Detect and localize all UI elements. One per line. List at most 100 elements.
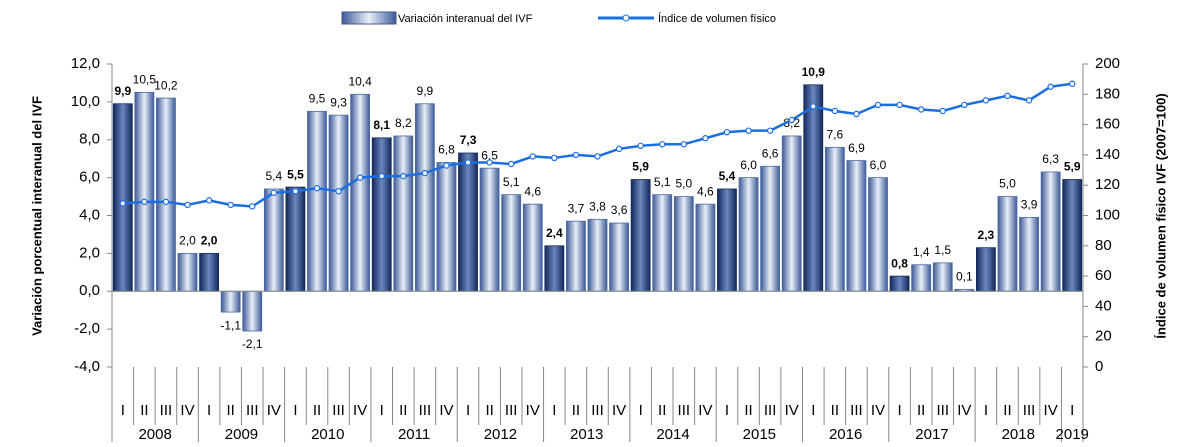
data-label: -1,1: [220, 318, 241, 332]
x-tick-label: III: [332, 402, 345, 419]
index-marker: [421, 169, 429, 177]
year-label: 2013: [570, 426, 603, 442]
bar: [134, 92, 155, 292]
year-label: 2014: [656, 426, 689, 442]
y2-axis-title: Índice de volumen físico IVF (2007=100): [1153, 93, 1168, 338]
index-marker: [745, 127, 752, 134]
y-tick-label: 12,0: [71, 55, 100, 72]
x-tick-label: III: [246, 402, 259, 419]
x-tick-label: III: [505, 402, 518, 419]
x-tick-label: II: [744, 402, 752, 419]
index-marker: [205, 197, 213, 204]
index-marker: [723, 128, 731, 136]
bar: [414, 103, 435, 292]
bar: [263, 188, 284, 292]
index-marker: [356, 174, 364, 181]
y2-tick-label: 100: [1095, 206, 1120, 223]
index-marker: [270, 189, 278, 196]
bar: [695, 203, 716, 292]
x-tick-label: III: [160, 402, 173, 419]
y2-tick-label: 120: [1095, 176, 1120, 193]
bar: [609, 222, 629, 292]
data-label: 2,0: [201, 234, 218, 248]
y-tick-label: -4,0: [74, 358, 100, 375]
bar: [868, 177, 888, 292]
index-marker: [443, 162, 450, 169]
data-label: 6,3: [1042, 152, 1059, 166]
data-label: 6,5: [481, 148, 498, 162]
index-marker: [335, 188, 342, 195]
y2-tick-label: 140: [1095, 146, 1120, 163]
index-marker: [141, 198, 148, 206]
year-label: 2012: [484, 426, 517, 442]
data-label: 5,4: [719, 169, 736, 183]
data-label: 6,9: [848, 141, 865, 155]
bar: [285, 186, 306, 292]
bar: [436, 162, 457, 292]
data-label: 5,1: [654, 175, 671, 189]
data-label: 5,0: [999, 177, 1016, 191]
y2-tick-label: 20: [1095, 328, 1112, 345]
y-tick-label: 8,0: [79, 131, 100, 148]
year-label: 2010: [311, 426, 344, 442]
x-tick-label: II: [1003, 402, 1011, 419]
index-marker: [680, 141, 688, 148]
bar: [242, 290, 263, 332]
bar: [220, 290, 241, 313]
index-marker: [162, 198, 170, 206]
bar: [824, 146, 845, 292]
index-marker: [507, 160, 515, 168]
x-tick-label: I: [293, 402, 297, 419]
data-label: 3,7: [568, 201, 585, 215]
data-label: 0,1: [956, 270, 973, 284]
y-tick-label: 2,0: [79, 244, 100, 261]
y2-tick-label: 60: [1095, 267, 1112, 284]
data-label: 6,6: [762, 146, 779, 160]
data-label: 1,5: [934, 243, 951, 257]
bar: [781, 135, 802, 292]
data-label: 6,8: [438, 143, 455, 157]
index-marker: [939, 107, 946, 115]
bar: [1040, 171, 1061, 292]
x-tick-label: I: [121, 402, 125, 419]
data-label: 5,4: [265, 169, 282, 183]
y2-tick-label: 80: [1095, 237, 1112, 254]
index-marker: [1069, 80, 1076, 87]
x-tick-label: I: [1070, 402, 1074, 419]
legend-swatch-bar: [341, 11, 397, 25]
data-label: -2,1: [242, 337, 263, 351]
data-label: 9,9: [417, 84, 434, 98]
y2-tick-label: 180: [1095, 85, 1120, 102]
index-marker: [486, 159, 493, 166]
data-label: 5,9: [632, 160, 649, 174]
data-label: 6,0: [870, 158, 887, 172]
x-tick-label: II: [658, 402, 666, 419]
x-tick-label: IV: [353, 402, 367, 419]
y-tick-label: 6,0: [79, 169, 100, 186]
x-tick-label: III: [936, 402, 949, 419]
index-marker: [378, 172, 385, 180]
bar: [673, 196, 694, 292]
bar: [738, 177, 759, 292]
index-marker: [227, 201, 234, 209]
bar: [350, 93, 371, 292]
year-label: 2017: [915, 426, 948, 442]
data-label: 6,0: [740, 158, 757, 172]
data-label: 2,4: [546, 226, 563, 240]
x-tick-label: II: [917, 402, 925, 419]
x-tick-label: II: [227, 402, 235, 419]
x-tick-label: III: [419, 402, 432, 419]
bar: [932, 262, 953, 292]
index-marker: [400, 172, 407, 180]
y-tick-label: -2,0: [74, 320, 100, 337]
data-label: 10,2: [154, 78, 178, 92]
bar: [1019, 216, 1039, 292]
x-tick-label: I: [639, 402, 643, 419]
index-marker: [313, 185, 321, 192]
bar: [652, 194, 673, 292]
x-tick-label: IV: [785, 402, 799, 419]
data-label: 8,2: [395, 116, 412, 130]
x-tick-label: I: [380, 402, 384, 419]
y-axis-title: Variación porcentual interanual del IVF: [29, 96, 44, 336]
